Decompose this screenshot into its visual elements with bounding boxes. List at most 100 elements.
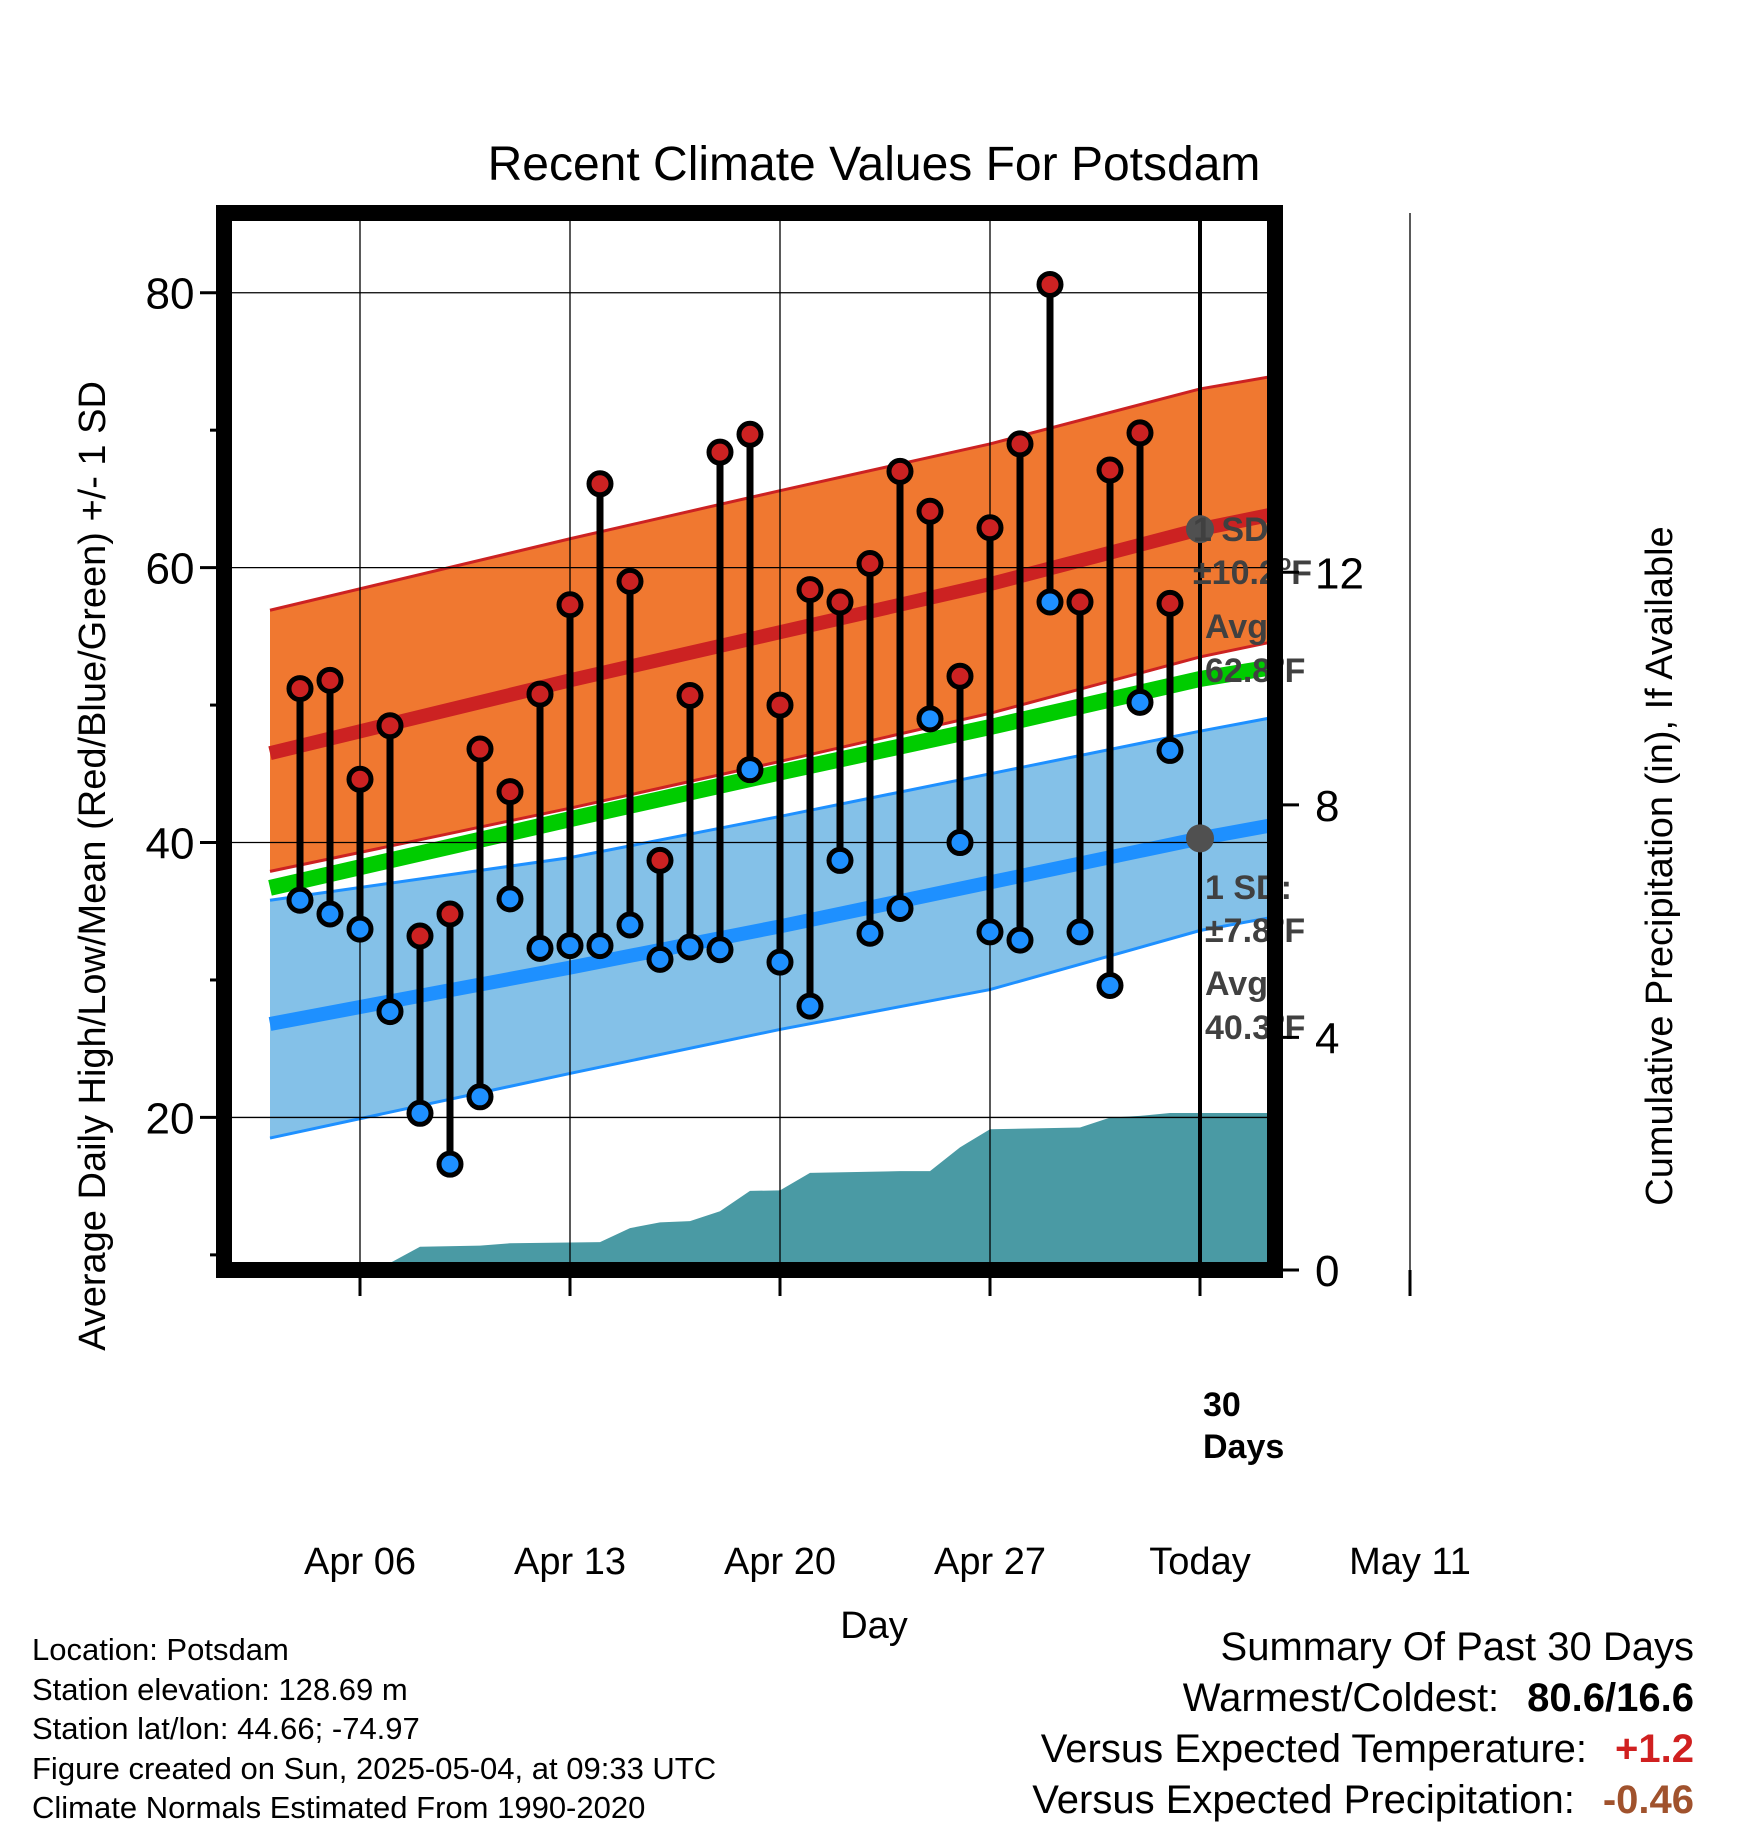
info-elevation: Station elevation: 128.69 m — [32, 1671, 408, 1707]
x-tick-label: Today — [1149, 1541, 1250, 1583]
low-avg-value-unit: F — [1285, 1009, 1306, 1047]
temp-value: +1.2 — [1615, 1727, 1694, 1771]
high-sd-band — [270, 375, 1275, 872]
x-tick-label: Apr 20 — [724, 1541, 836, 1583]
daily-low-point — [796, 992, 824, 1020]
daily-high-point — [556, 591, 584, 619]
daily-low-point — [1036, 588, 1064, 616]
daily-high-point — [466, 735, 494, 763]
low-avg-label: Avg: — [1205, 965, 1279, 1003]
precip-label: Versus Expected Precipitation: — [1032, 1778, 1575, 1822]
daily-high-point — [1126, 419, 1154, 447]
info-location: Location: Potsdam — [32, 1632, 289, 1667]
daily-low-point — [466, 1083, 494, 1111]
high-sd-lower-line — [269, 639, 1275, 873]
summary-warm-cold: Warmest/Coldest: 80.6/16.6 — [1032, 1673, 1694, 1724]
daily-high-point — [856, 550, 884, 578]
precip-area — [270, 1113, 1275, 1270]
daily-low-point — [1126, 688, 1154, 716]
high-sd-value-number: ±10.2 — [1193, 554, 1278, 592]
daily-high-point — [1096, 456, 1124, 484]
info-created: Figure created on Sun, 2025-05-04, at 09… — [32, 1750, 717, 1786]
daily-high-point — [1066, 588, 1094, 616]
y-right-tick-label: 8 — [1315, 782, 1339, 831]
daily-high-point — [526, 680, 554, 708]
y-left-tick-label: 20 — [146, 1094, 195, 1143]
x-tick-label: Apr 06 — [304, 1541, 416, 1583]
today-high-avg-point — [1186, 515, 1214, 544]
high-sd-value-unit: F — [1291, 554, 1312, 592]
daily-high-point — [406, 922, 434, 950]
daily-low-point — [1006, 926, 1034, 954]
daily-high-point — [1006, 430, 1034, 458]
daily-low-point — [526, 934, 554, 962]
y-right-tick-label: 0 — [1315, 1247, 1339, 1296]
low-sd-value: ±7.8oF — [1205, 908, 1305, 950]
daily-high-point — [676, 681, 704, 709]
daily-low-point — [766, 948, 794, 976]
daily-low-point — [736, 756, 764, 784]
daily-high-point — [976, 514, 1004, 542]
y-left-tick-label: 80 — [146, 270, 195, 319]
low-sd-lower-line — [269, 915, 1275, 1140]
y-right-tick-label: 4 — [1315, 1014, 1339, 1063]
station-info: Location: Potsdam Station elevation: 128… — [32, 1630, 716, 1828]
daily-low-point — [286, 886, 314, 914]
daily-low-point — [346, 915, 374, 943]
low-sd-value-number: ±7.8 — [1205, 912, 1271, 950]
y-axis-label-left: Average Daily High/Low/Mean (Red/Blue/Gr… — [72, 381, 114, 1351]
daily-low-point — [316, 900, 344, 928]
low-avg-value-number: 40.3 — [1205, 1009, 1271, 1047]
daily-high-point — [586, 470, 614, 498]
chart-title: Recent Climate Values For Potsdam — [488, 138, 1261, 191]
plot-area — [268, 374, 1275, 1270]
daily-observations — [286, 270, 1184, 1178]
daily-high-point — [706, 438, 734, 466]
high-avg-value: 62.8oF — [1205, 648, 1305, 690]
daily-high-point — [916, 497, 944, 525]
daily-high-point — [736, 420, 764, 448]
daily-low-point — [826, 846, 854, 874]
plot-frame — [216, 205, 1283, 1278]
daily-high-point — [826, 588, 854, 616]
daily-low-point — [586, 932, 614, 960]
daily-low-point — [1096, 971, 1124, 999]
daily-high-point — [1156, 589, 1184, 617]
clipped-layer — [268, 374, 1275, 1270]
daily-low-point — [856, 919, 884, 947]
axes: 20 40 60 80 0 4 8 12 Apr 06 Apr 13 Apr 20 Apr 27 Tod… — [146, 205, 1471, 1583]
summary-temp: Versus Expected Temperature: +1.2 — [1032, 1724, 1694, 1775]
y-right-tick-label: 12 — [1315, 549, 1364, 598]
daily-low-point — [1066, 918, 1094, 946]
daily-low-point — [556, 932, 584, 960]
y-left-tick-label: 40 — [146, 820, 195, 869]
daily-high-point — [616, 567, 644, 595]
daily-low-point — [706, 936, 734, 964]
today-low-avg-point — [1186, 824, 1214, 853]
daily-high-point — [346, 765, 374, 793]
normal-high-line — [268, 506, 1275, 760]
daily-high-point — [1036, 270, 1064, 298]
normal-mean-line — [268, 658, 1275, 896]
daily-high-point — [496, 778, 524, 806]
x-tick-label: Apr 27 — [934, 1541, 1046, 1583]
daily-high-point — [646, 846, 674, 874]
daily-high-point — [436, 900, 464, 928]
low-avg-value: 40.3oF — [1205, 1005, 1305, 1047]
daily-low-point — [496, 885, 524, 913]
info-latlon: Station lat/lon: 44.66; -74.97 — [32, 1711, 420, 1746]
days-label-number: 30 — [1203, 1386, 1241, 1424]
days-label-text: Days — [1203, 1428, 1284, 1466]
precip-value: -0.46 — [1602, 1778, 1694, 1822]
daily-high-point — [316, 666, 344, 694]
warm-cold-value: 80.6/16.6 — [1527, 1676, 1694, 1720]
normal-low-line — [268, 817, 1275, 1031]
temp-label: Versus Expected Temperature: — [1040, 1727, 1588, 1771]
summary-title: Summary Of Past 30 Days — [1220, 1625, 1694, 1669]
daily-low-point — [916, 705, 944, 733]
summary-precip: Versus Expected Precipitation: -0.46 — [1032, 1775, 1694, 1826]
y-axis-label-right: Cumulative Precipitation (in), If Availa… — [1639, 526, 1681, 1205]
high-sd-label: 1 SD: — [1193, 511, 1280, 549]
